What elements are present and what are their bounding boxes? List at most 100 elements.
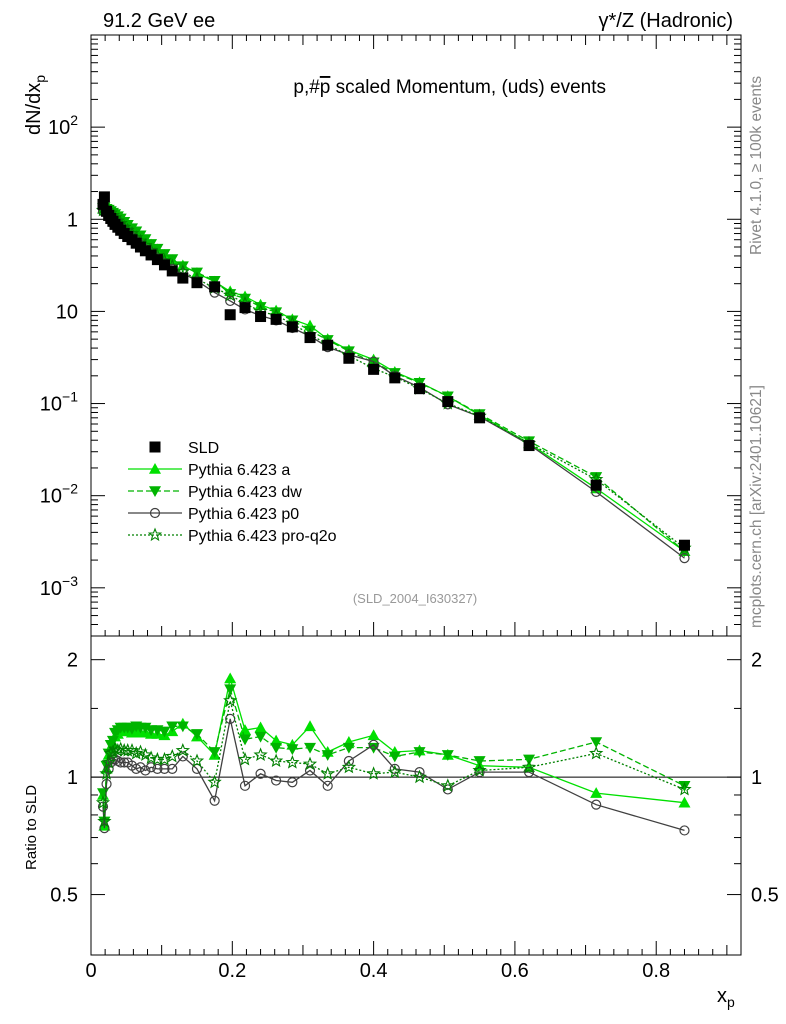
ratio-point-3 [159,763,170,774]
y-tick-label: 10−1 [40,389,78,416]
ratio-point-1 [239,724,252,735]
process-label: γ*/Z (Hadronic) [599,10,733,32]
plot-title: p,#p scaled Momentum, (uds) events [293,77,606,98]
ratio-point-1 [304,720,317,732]
sld-point [98,191,110,203]
ratio-point-3 [343,755,354,767]
ratio-point-3 [152,763,163,774]
ratio-point-2 [176,721,189,733]
ratio-point-4 [472,762,487,777]
ratio-point-4 [589,745,604,760]
x-tick-label: 0.2 [218,960,246,982]
ratio-point-2 [342,742,355,754]
y-axis-label: dN/dxp [23,75,48,135]
ratio-axis-label: Ratio to SLD [23,785,40,870]
ratio-point-2 [413,747,426,758]
ratio-point-4 [320,766,335,780]
y-tick-label: 102 [48,112,78,139]
sld-point [224,309,236,321]
legend-marker [149,441,161,453]
legend-label: Pythia 6.423 pro-q2o [188,528,337,545]
ratio-panel: 0 0.2 0.4 0.6 0.8 0.5 0.5 1 1 2 2 [50,635,779,982]
ratio-point-1 [270,734,283,746]
sld-point [414,383,426,395]
y-tick-label: 10 [56,301,78,323]
ratio-point-4 [101,755,116,769]
ratio-point-4 [521,759,537,774]
legend-label: Pythia 6.423 a [188,462,290,479]
ratio-point-4 [366,766,381,780]
ratio-point-4 [285,755,300,769]
legend: SLD Pythia 6.423 a Pythia 6.423 dw Pythia 6… [128,440,337,545]
ratio-point-3 [304,765,316,776]
energy-label: 91.2 GeV ee [103,10,215,32]
ratio-point-2 [270,742,283,754]
ratio-point-3 [271,775,282,786]
ratio-point-4 [412,769,427,784]
ratio-point-2 [321,750,334,761]
ratio-point-4 [341,759,356,774]
sld-point [166,265,178,277]
ratio-point-2 [254,731,267,743]
sld-point [286,321,298,333]
ratio-point-3 [225,713,236,725]
sld-point [474,412,486,424]
ratio-point-2 [473,756,486,767]
sld-point [590,479,602,491]
y-tick-label: 1 [67,209,78,231]
legend-label: Pythia 6.423 dw [188,484,302,501]
ratio-point-1 [678,796,691,808]
ratio-point-4 [268,753,284,767]
sld-point [158,259,170,271]
ratio-point-2 [367,742,380,754]
ratio-point-3 [591,799,602,810]
ratio-point-4 [129,745,144,760]
ratio-point-3 [135,762,146,773]
ratio-point-2 [208,747,221,758]
ratio-point-4 [99,766,114,780]
ratio-point-4 [189,753,205,767]
legend-marker [149,463,161,474]
ratio-point-2 [286,744,299,756]
ratio-point-4 [237,751,253,766]
y-tick-label: 10−2 [40,481,78,508]
ratio-point-3 [523,767,535,778]
ratio-line-4 [102,700,685,822]
x-tick-label: 0.4 [360,960,388,982]
ratio-point-4 [440,778,455,792]
mc-point-4 [223,287,238,302]
analysis-id-label: (SLD_2004_I630327) [353,591,477,606]
ratio-point-2 [678,781,691,792]
ratio-tick-label-right: 1 [751,767,762,789]
legend-label: SLD [188,440,219,457]
x-axis-label: xp [717,985,735,1010]
sld-point [368,363,380,375]
ratio-point-1 [590,787,603,798]
ratio-point-3 [140,765,151,776]
ratio-point-2 [190,729,203,740]
sld-point [139,245,151,257]
ratio-point-4 [387,764,402,779]
ratio-point-4 [207,774,222,789]
mc-point-2 [590,472,603,483]
x-tick-label: 0.6 [501,960,529,982]
ratio-point-1 [224,672,237,684]
mc-point-2 [239,293,252,305]
sld-point [678,539,690,551]
ratio-point-3 [167,763,178,774]
mc-point-2 [286,315,299,327]
ratio-point-4 [223,693,238,707]
sld-point [442,396,454,408]
x-tick-label: 0 [85,960,96,982]
ratio-point-1 [367,729,380,741]
sld-point [270,313,282,325]
ratio-point-2 [239,734,252,746]
mc-point-2 [342,346,355,358]
ratio-point-4 [175,743,191,757]
ratio-point-2 [388,751,401,763]
mc-point-2 [254,302,267,313]
ratio-point-4 [95,795,111,809]
ratio-point-1 [254,721,267,733]
rivet-version-label: Rivet 4.1.0, ≥ 100k events [748,76,765,255]
